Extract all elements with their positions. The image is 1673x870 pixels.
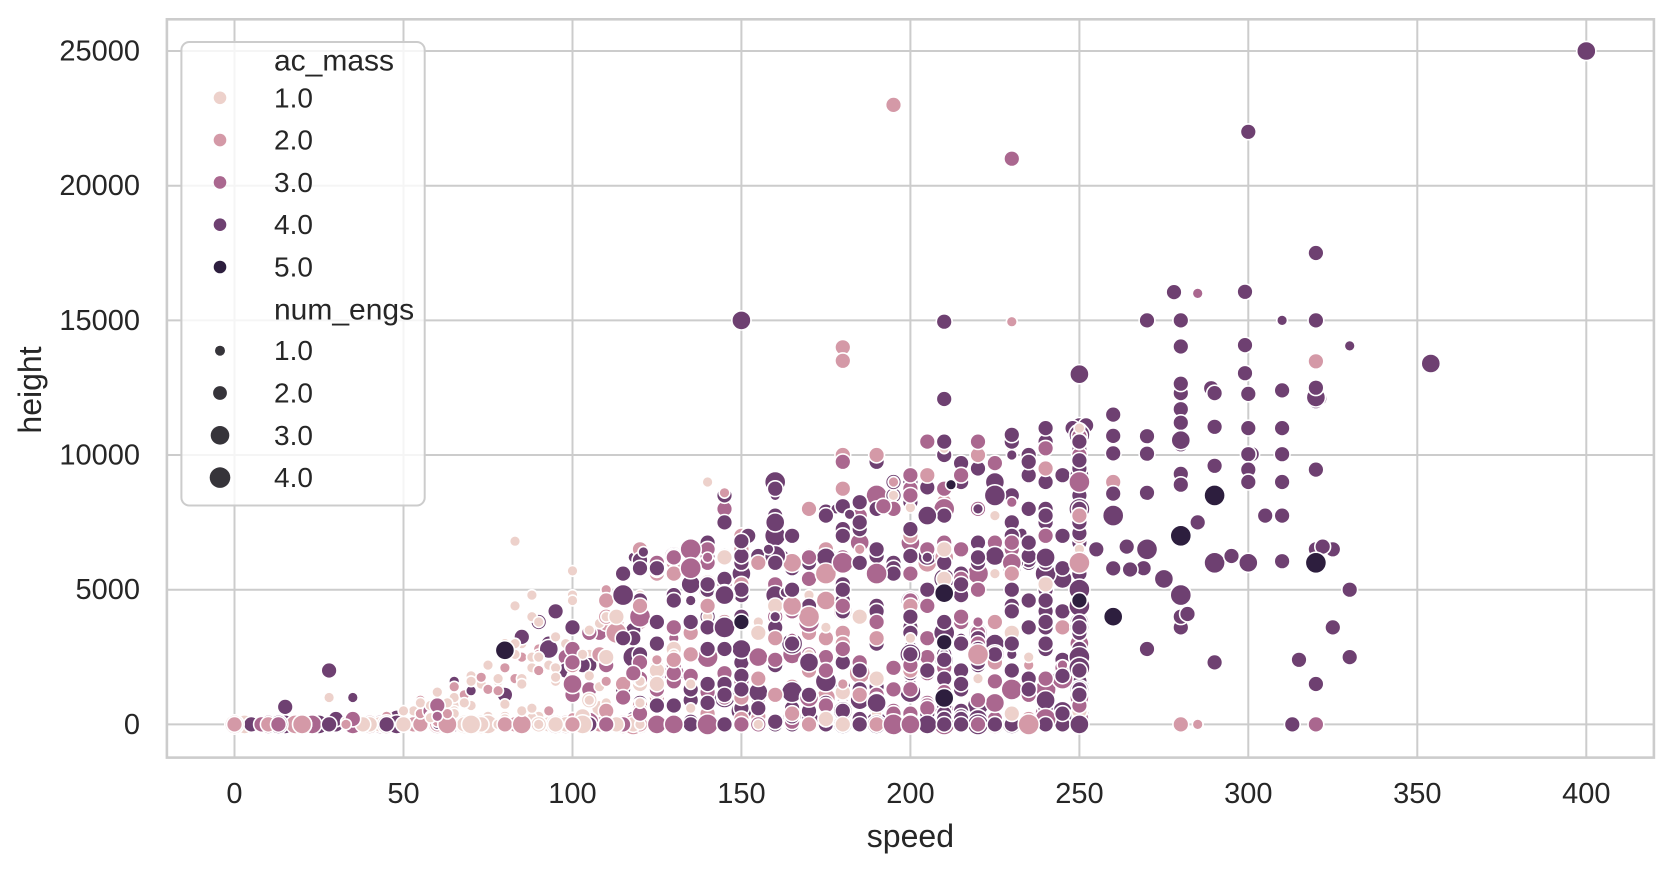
svg-text:100: 100 [548,778,596,810]
svg-text:200: 200 [886,778,934,810]
svg-text:3.0: 3.0 [274,167,313,198]
svg-text:250: 250 [1055,778,1103,810]
svg-text:0: 0 [124,709,140,741]
svg-text:300: 300 [1224,778,1272,810]
svg-text:150: 150 [717,778,765,810]
svg-text:ac_mass: ac_mass [274,44,394,77]
svg-text:height: height [12,346,48,433]
svg-text:3.0: 3.0 [274,420,313,451]
svg-text:5000: 5000 [75,574,140,606]
svg-text:5.0: 5.0 [274,252,313,283]
svg-text:400: 400 [1562,778,1610,810]
svg-text:50: 50 [387,778,419,810]
svg-text:4.0: 4.0 [274,209,313,240]
svg-text:4.0: 4.0 [274,462,313,493]
svg-text:20000: 20000 [59,170,140,202]
svg-text:speed: speed [867,818,954,854]
svg-text:15000: 15000 [59,305,140,337]
svg-text:350: 350 [1393,778,1441,810]
svg-text:num_engs: num_engs [274,293,414,326]
svg-text:1.0: 1.0 [274,82,313,113]
svg-text:2.0: 2.0 [274,378,313,409]
svg-text:10000: 10000 [59,440,140,472]
svg-text:2.0: 2.0 [274,125,313,156]
svg-text:25000: 25000 [59,36,140,68]
svg-text:0: 0 [226,778,242,810]
svg-text:1.0: 1.0 [274,335,313,366]
